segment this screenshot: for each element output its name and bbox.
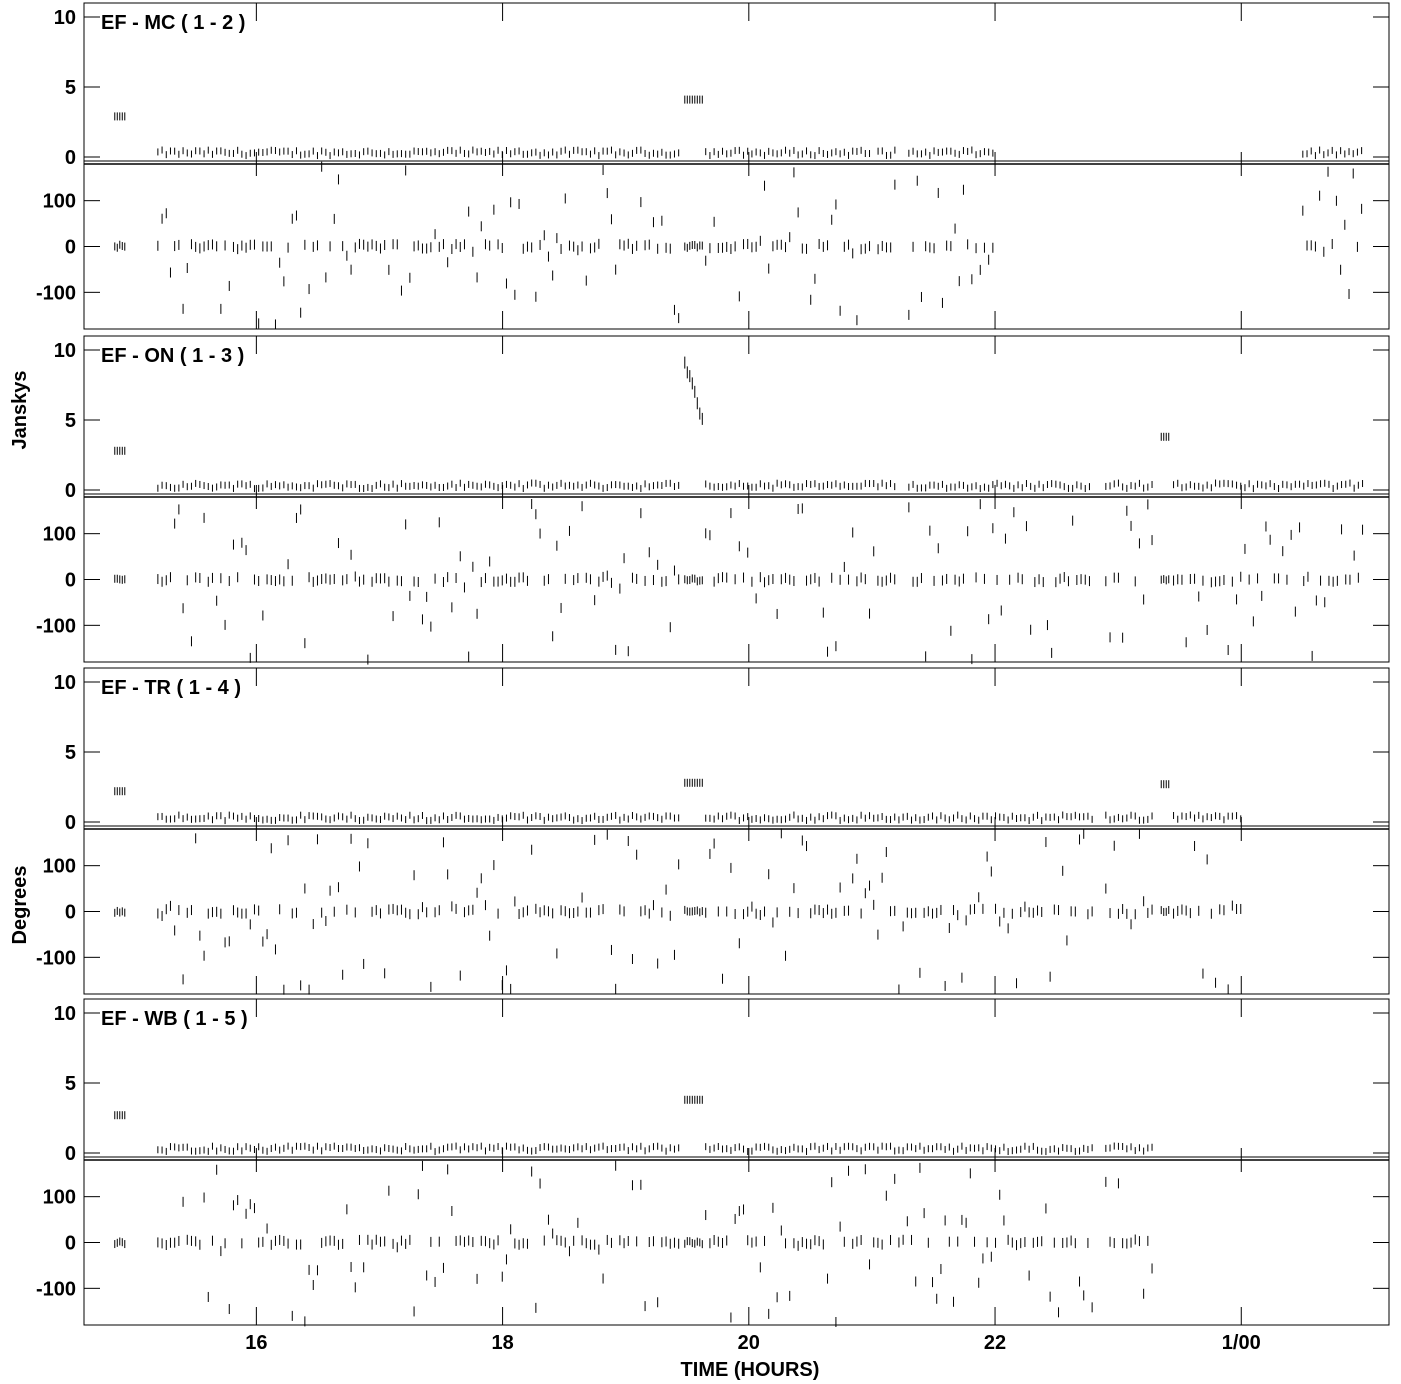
panel-frame bbox=[83, 2, 1390, 330]
x-axis-label: TIME (HOURS) bbox=[681, 1359, 820, 1381]
panel-title: EF - TR ( 1 - 4 ) bbox=[101, 677, 241, 699]
amp-tick-label: 0 bbox=[65, 480, 76, 502]
x-tick-label: 16 bbox=[245, 1332, 267, 1354]
panel-2: EF - ON ( 1 - 3 ) 10 5 0 100 0 -100 bbox=[36, 335, 1390, 665]
data-marks bbox=[114, 1095, 1153, 1328]
x-tick-label: 22 bbox=[984, 1332, 1006, 1354]
amp-tick-label: 0 bbox=[65, 812, 76, 834]
panel-frame bbox=[83, 335, 1390, 663]
y-axis-label-janskys: Janskys bbox=[9, 371, 31, 450]
amp-tick-label: 5 bbox=[65, 77, 76, 99]
phase-tick-label: 100 bbox=[43, 191, 76, 213]
phase-tick-label: 0 bbox=[65, 902, 76, 924]
amp-tick-label: 10 bbox=[54, 7, 76, 29]
amp-tick-label: 10 bbox=[54, 672, 76, 694]
data-marks bbox=[114, 95, 1363, 330]
panel-3: EF - TR ( 1 - 4 ) 10 5 0 100 0 -100 bbox=[36, 667, 1390, 995]
data-marks bbox=[114, 778, 1242, 995]
panel-frame bbox=[83, 667, 1390, 995]
amp-tick-label: 0 bbox=[65, 1143, 76, 1165]
panel-title: EF - WB ( 1 - 5 ) bbox=[101, 1008, 248, 1030]
phase-tick-label: 100 bbox=[43, 524, 76, 546]
phase-tick-label: 0 bbox=[65, 570, 76, 592]
panel-4: EF - WB ( 1 - 5 ) 10 5 0 100 0 -100 bbox=[36, 998, 1390, 1328]
amp-tick-label: 10 bbox=[54, 1003, 76, 1025]
phase-tick-label: -100 bbox=[36, 615, 76, 637]
panel-title: EF - MC ( 1 - 2 ) bbox=[101, 12, 245, 34]
data-marks bbox=[114, 356, 1364, 665]
phase-tick-label: -100 bbox=[36, 947, 76, 969]
panel-1: EF - MC ( 1 - 2 ) 10 5 0 100 0 -100 bbox=[36, 2, 1390, 330]
x-tick-label: 18 bbox=[491, 1332, 513, 1354]
amp-tick-label: 10 bbox=[54, 340, 76, 362]
phase-tick-label: 100 bbox=[43, 856, 76, 878]
y-axis-label-degrees: Degrees bbox=[9, 866, 31, 945]
x-tick-label: 1/00 bbox=[1222, 1332, 1261, 1354]
phase-tick-label: 0 bbox=[65, 1233, 76, 1255]
panel-frame bbox=[83, 998, 1390, 1326]
x-tick-label: 20 bbox=[738, 1332, 760, 1354]
phase-tick-label: -100 bbox=[36, 282, 76, 304]
panel-title: EF - ON ( 1 - 3 ) bbox=[101, 345, 244, 367]
amp-tick-label: 5 bbox=[65, 1073, 76, 1095]
amp-tick-label: 5 bbox=[65, 742, 76, 764]
amp-tick-label: 5 bbox=[65, 410, 76, 432]
phase-tick-label: -100 bbox=[36, 1278, 76, 1300]
phase-tick-label: 0 bbox=[65, 237, 76, 259]
amp-tick-label: 0 bbox=[65, 147, 76, 169]
phase-tick-label: 100 bbox=[43, 1187, 76, 1209]
